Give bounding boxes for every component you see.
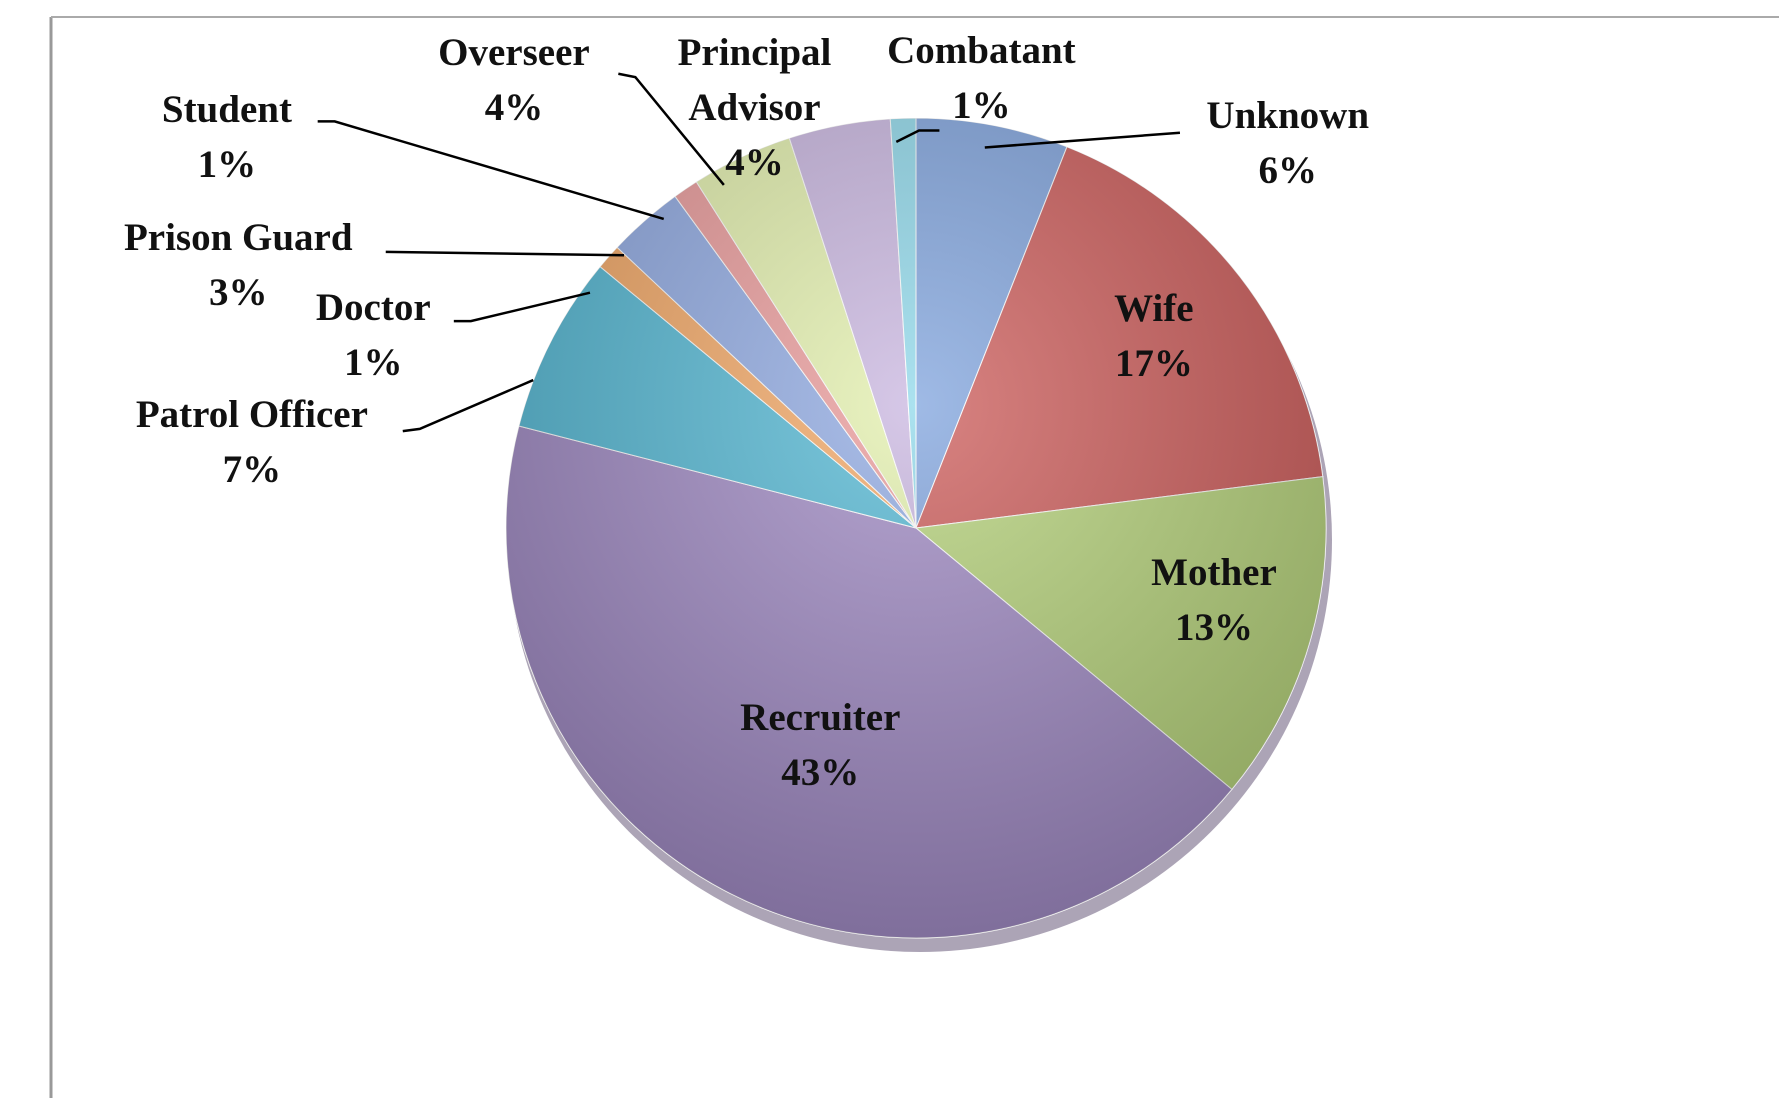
value-label: 13% — [1174, 605, 1253, 649]
value-label: 3% — [209, 270, 268, 314]
leader-line — [402, 378, 534, 433]
value-label: 4% — [484, 85, 544, 129]
category-label: Overseer — [438, 30, 590, 74]
leader-line — [317, 120, 665, 221]
leader-line — [453, 291, 591, 323]
category-label: Mother — [1151, 550, 1277, 594]
category-label: Combatant — [887, 28, 1076, 72]
value-label: 1% — [344, 341, 403, 385]
category-label: Unknown — [1206, 94, 1370, 138]
slice-label: Patrol Officer 7% — [136, 387, 368, 497]
leader-line — [385, 250, 625, 257]
value-label: 17% — [1114, 342, 1193, 386]
leader-line — [895, 129, 940, 143]
slice-label: Mother 13% — [1151, 545, 1277, 655]
slice-label: Unknown 6% — [1206, 88, 1369, 198]
slice-label: Wife 17% — [1114, 281, 1193, 391]
category-label: Patrol Officer — [135, 392, 368, 436]
slice-label: Overseer 4% — [438, 25, 590, 135]
value-label: 6% — [1258, 149, 1317, 193]
leader-line — [618, 72, 725, 186]
slice-label: Recruiter 43% — [740, 690, 900, 800]
value-label: 1% — [197, 142, 257, 186]
category-label: Principal Advisor — [677, 30, 832, 129]
slice-label: Student 1% — [162, 82, 292, 192]
category-label: Recruiter — [740, 695, 901, 739]
leader-line — [984, 131, 1181, 149]
value-label: 43% — [781, 750, 860, 794]
category-label: Wife — [1114, 287, 1194, 331]
value-label: 1% — [952, 83, 1011, 127]
category-label: Prison Guard — [123, 215, 353, 259]
slice-label: Combatant 1% — [887, 23, 1076, 133]
slice-label: Principal Advisor 4% — [647, 25, 863, 190]
value-label: 4% — [725, 140, 784, 184]
slice-label: Doctor 1% — [316, 280, 431, 390]
value-label: 7% — [222, 447, 282, 491]
category-label: Doctor — [315, 286, 431, 330]
category-label: Student — [161, 87, 292, 131]
slice-label: Prison Guard 3% — [124, 210, 353, 320]
